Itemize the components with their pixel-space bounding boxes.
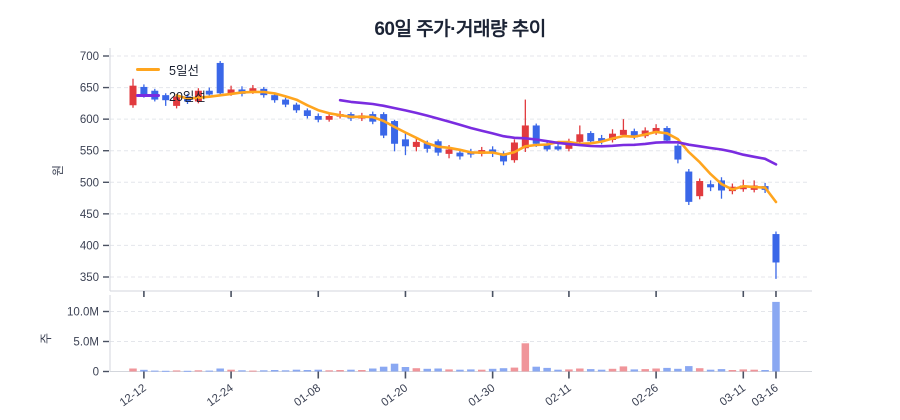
ma5-line-swatch bbox=[136, 68, 160, 71]
price-axis-label: 원 bbox=[51, 164, 66, 177]
ma20-line-swatch bbox=[136, 94, 160, 97]
svg-text:0: 0 bbox=[93, 367, 99, 379]
svg-text:350: 350 bbox=[80, 272, 99, 284]
ma20-line bbox=[338, 98, 778, 166]
svg-text:10.0M: 10.0M bbox=[67, 307, 99, 319]
svg-text:600: 600 bbox=[80, 114, 99, 126]
svg-text:02-26: 02-26 bbox=[630, 382, 661, 409]
svg-text:02-11: 02-11 bbox=[544, 382, 574, 408]
ma5-line bbox=[175, 90, 778, 204]
x-axis-ticks bbox=[143, 291, 777, 379]
svg-text:01-20: 01-20 bbox=[379, 382, 410, 409]
svg-text:500: 500 bbox=[80, 177, 99, 189]
svg-text:700: 700 bbox=[80, 51, 99, 63]
svg-text:550: 550 bbox=[80, 146, 99, 158]
legend-item-ma20: 20일선 bbox=[136, 86, 206, 105]
ma-lines bbox=[175, 90, 778, 204]
volume-bars bbox=[129, 301, 780, 372]
legend: 5일선 20일선 bbox=[136, 60, 206, 105]
svg-text:03-11: 03-11 bbox=[718, 382, 748, 408]
price-tick-labels: 700 650 600 550 500 450 400 350 bbox=[80, 51, 99, 284]
legend-label-ma20: 20일선 bbox=[169, 90, 206, 104]
legend-item-ma5: 5일선 bbox=[136, 60, 206, 79]
svg-text:400: 400 bbox=[80, 240, 99, 252]
svg-text:650: 650 bbox=[80, 83, 99, 95]
svg-text:03-16: 03-16 bbox=[750, 382, 781, 409]
volume-tick-labels: 10.0M 5.0M 0 bbox=[67, 307, 99, 379]
chart-title: 60일 주가·거래량 추이 bbox=[374, 19, 546, 40]
svg-text:01-08: 01-08 bbox=[292, 382, 323, 409]
svg-text:5.0M: 5.0M bbox=[73, 337, 99, 349]
svg-text:01-30: 01-30 bbox=[467, 382, 498, 409]
volume-gridlines bbox=[103, 310, 810, 373]
svg-text:12-24: 12-24 bbox=[205, 382, 236, 409]
x-axis-labels: 12-12 12-24 01-08 01-20 01-30 02-11 02-26 03-11… bbox=[118, 382, 781, 409]
legend-label-ma5: 5일선 bbox=[169, 64, 199, 78]
svg-text:450: 450 bbox=[80, 209, 99, 221]
volume-axis-label: 주 bbox=[39, 332, 54, 345]
svg-text:12-12: 12-12 bbox=[118, 382, 149, 409]
